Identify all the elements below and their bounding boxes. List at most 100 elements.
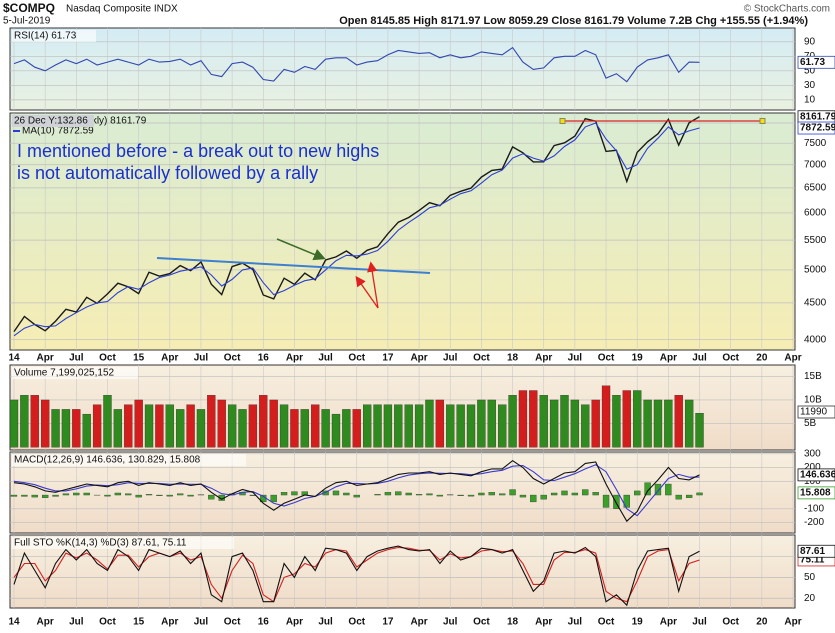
bar: [227, 404, 237, 448]
panel-legend: MACD(12,26,9) 146.636, 130.829, 15.808: [14, 455, 201, 466]
bar: [352, 409, 361, 448]
bar: [20, 395, 29, 448]
last-value-box: [797, 121, 835, 135]
bar: [144, 404, 154, 448]
y-tick-label: 90: [804, 36, 816, 47]
series-legend: MA(10) 7872.59: [22, 126, 94, 137]
right-label-box: [797, 405, 835, 419]
x-tick-label: Apr: [161, 353, 178, 364]
x-tick-label: 14: [8, 617, 20, 628]
y-tick-label: 5000: [804, 265, 827, 276]
bar: [42, 494, 49, 498]
annotation: I mentioned before - a break out to new …: [17, 141, 379, 161]
y-tick-label: 5500: [804, 235, 827, 246]
x-tick-label: Jul: [194, 353, 209, 364]
y-tick-label: 50: [804, 572, 816, 583]
series-line: [13, 546, 700, 603]
x-tick-label: 16: [258, 353, 270, 364]
bar: [446, 404, 455, 448]
bar: [561, 490, 568, 496]
bar: [653, 399, 663, 448]
last-value-label: 8161.79: [800, 111, 835, 122]
last-value-label: 15.808: [800, 488, 831, 499]
bar: [467, 494, 475, 497]
bar: [613, 494, 620, 509]
bar: [113, 409, 123, 448]
bar: [353, 494, 360, 498]
bar: [530, 494, 537, 503]
x-tick-label: Oct: [722, 353, 739, 364]
x-tick-label: Jul: [443, 617, 458, 628]
y-tick-label: 10: [804, 94, 816, 105]
bar: [487, 399, 496, 448]
bar: [208, 494, 215, 500]
handle: [559, 118, 566, 124]
bar: [52, 494, 59, 497]
series-line: [13, 46, 700, 83]
y-tick-label: -100: [804, 503, 824, 514]
bar: [395, 491, 402, 496]
bar: [41, 399, 50, 448]
x-tick-label: Apr: [410, 617, 427, 628]
x-tick-label: Jul: [443, 353, 458, 364]
series-line: [13, 464, 700, 517]
bar: [550, 492, 558, 496]
last-value-box: [797, 55, 835, 69]
bar: [602, 494, 610, 508]
x-tick-label: Jul: [69, 353, 84, 364]
x-tick-label: Oct: [99, 617, 116, 628]
bar: [51, 409, 60, 448]
bar: [145, 494, 153, 496]
last-value-label: 61.73: [800, 57, 825, 68]
x-tick-label: 19: [632, 617, 644, 628]
x-tick-label: Apr: [161, 617, 178, 628]
x-tick-label: Apr: [37, 353, 54, 364]
bar: [269, 399, 278, 448]
bar: [217, 399, 226, 448]
bar: [633, 390, 642, 448]
bar: [581, 404, 590, 448]
x-tick-label: 14: [8, 353, 20, 364]
bar: [592, 492, 599, 496]
bar: [488, 492, 495, 496]
bar: [9, 399, 19, 448]
y-tick-label: -200: [804, 517, 824, 528]
bar: [104, 494, 111, 497]
y-tick-label: 300: [804, 448, 821, 459]
y-tick-label: 7500: [804, 138, 827, 149]
bar: [187, 494, 194, 497]
bar: [248, 404, 258, 448]
series-line: [13, 122, 700, 337]
date: 5-Jul-2019: [3, 16, 51, 27]
bar: [186, 404, 195, 448]
bar: [457, 494, 464, 496]
bar: [612, 395, 621, 448]
last-value-label: 87.61: [800, 546, 825, 557]
legend-bg: [12, 537, 234, 549]
bar: [508, 395, 517, 448]
bar: [509, 489, 516, 496]
bar: [570, 399, 580, 448]
bar: [466, 404, 476, 448]
x-tick-label: Apr: [286, 617, 303, 628]
bar: [300, 409, 309, 448]
bar: [103, 395, 112, 448]
bar: [30, 395, 39, 448]
x-tick-label: 17: [382, 617, 394, 628]
bar: [125, 493, 132, 496]
bar: [549, 399, 559, 448]
bar: [499, 493, 506, 496]
bar: [519, 494, 527, 498]
x-tick-label: 17: [382, 353, 394, 364]
panel-legend: Volume 7,199,025,152: [14, 368, 115, 379]
bar: [373, 404, 382, 448]
bar: [331, 413, 341, 448]
y-tick-label: 50: [804, 65, 816, 76]
bar: [622, 390, 631, 448]
last-value-label: 75.11: [800, 555, 825, 566]
bar: [643, 399, 652, 448]
bar: [477, 399, 486, 448]
bar: [644, 482, 651, 496]
handle: [759, 118, 766, 124]
